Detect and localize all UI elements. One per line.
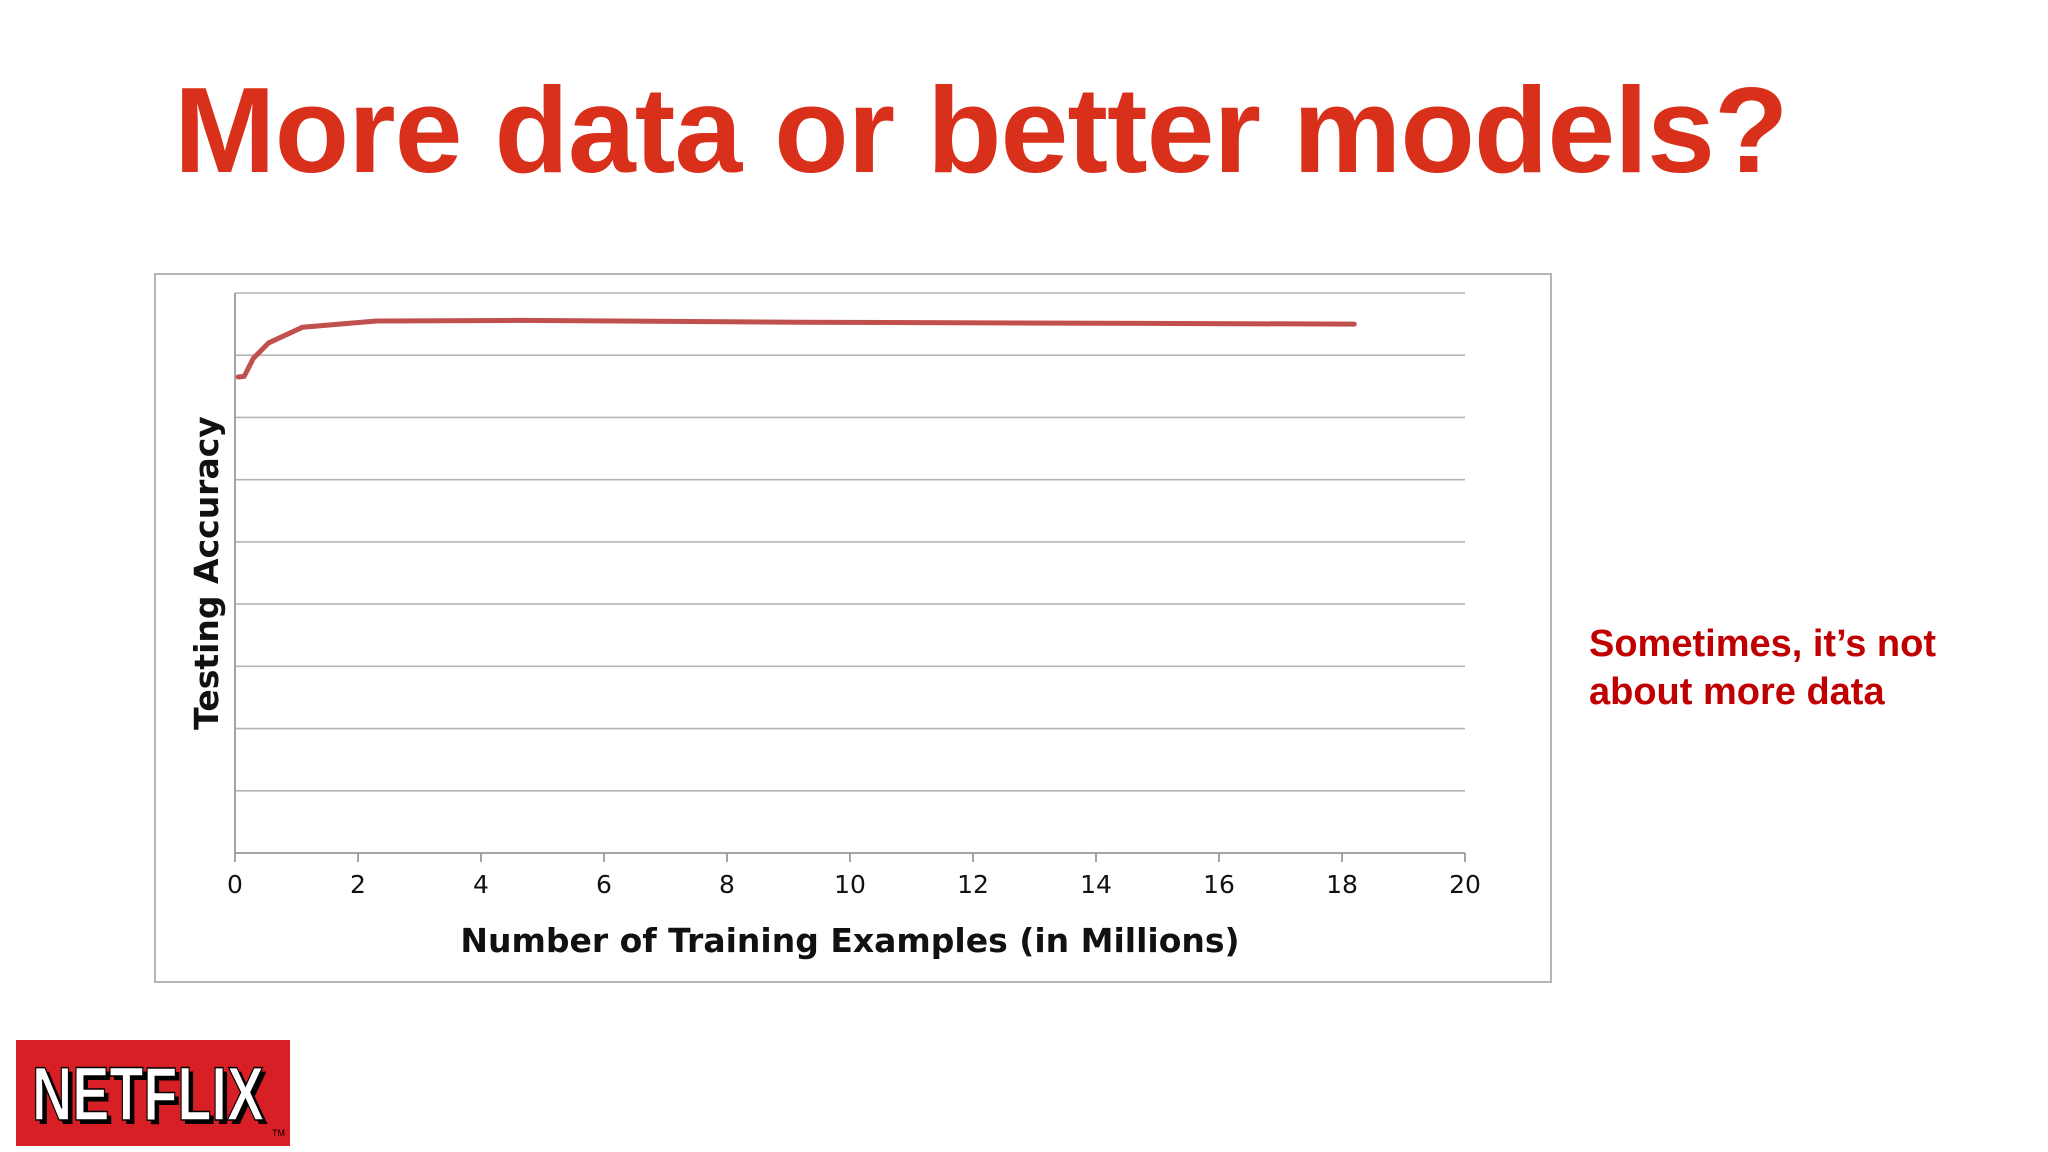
- side-note-line-2: about more data: [1589, 671, 1885, 713]
- netflix-logo-icon: NETFLIX NETFLIX TM: [31, 1051, 285, 1141]
- series-layer: [235, 317, 1357, 380]
- x-tick-label-2: 2: [350, 870, 366, 899]
- side-note: Sometimes, it’s not about more data: [1589, 620, 2029, 716]
- logo-wordmark: NETFLIX: [32, 1052, 264, 1137]
- x-tick-label-0: 0: [227, 870, 243, 899]
- slide-title: More data or better models?: [174, 62, 1789, 198]
- x-tick-label-16: 16: [1203, 870, 1235, 899]
- x-tick-label-12: 12: [957, 870, 989, 899]
- x-tick-label-6: 6: [596, 870, 612, 899]
- chart-frame: [154, 273, 1552, 983]
- trademark-mark: TM: [272, 1128, 285, 1138]
- x-tick-label-18: 18: [1326, 870, 1358, 899]
- logo-shadow: NETFLIX: [36, 1056, 268, 1141]
- x-axis-title: Number of Training Examples (in Millions…: [460, 921, 1239, 960]
- y-axis-title: Testing Accuracy: [187, 416, 226, 730]
- side-note-line-1: Sometimes, it’s not: [1589, 623, 1936, 665]
- gridlines: [235, 292, 1465, 792]
- series-line-1: [235, 317, 1357, 380]
- x-axis-ticks: 0 2 4 6 8 10 12 14 16 18 20: [227, 853, 1481, 899]
- netflix-logo: NETFLIX NETFLIX TM: [16, 1040, 290, 1146]
- x-tick-label-10: 10: [834, 870, 866, 899]
- x-tick-label-20: 20: [1449, 870, 1481, 899]
- x-tick-label-14: 14: [1080, 870, 1112, 899]
- x-tick-label-8: 8: [719, 870, 735, 899]
- x-tick-label-4: 4: [473, 870, 489, 899]
